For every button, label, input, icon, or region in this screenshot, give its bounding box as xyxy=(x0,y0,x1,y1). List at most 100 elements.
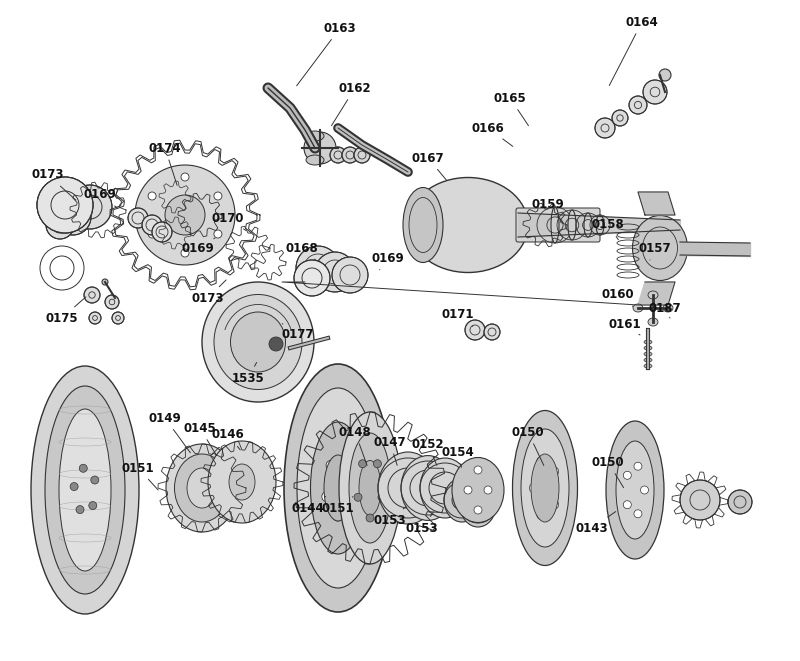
Ellipse shape xyxy=(322,500,329,511)
Ellipse shape xyxy=(324,455,352,521)
Ellipse shape xyxy=(629,96,647,114)
Ellipse shape xyxy=(145,175,225,255)
Ellipse shape xyxy=(230,312,286,372)
Text: 0150: 0150 xyxy=(592,455,624,488)
Ellipse shape xyxy=(306,131,324,141)
Ellipse shape xyxy=(644,364,652,368)
Text: 0167: 0167 xyxy=(412,151,446,180)
Ellipse shape xyxy=(408,178,528,272)
Ellipse shape xyxy=(584,213,592,237)
Ellipse shape xyxy=(659,69,671,81)
Ellipse shape xyxy=(643,80,667,104)
Ellipse shape xyxy=(68,185,112,229)
Circle shape xyxy=(333,511,343,521)
Circle shape xyxy=(181,249,189,257)
Ellipse shape xyxy=(326,515,336,522)
Circle shape xyxy=(641,486,649,494)
Text: 0153: 0153 xyxy=(374,507,406,527)
Circle shape xyxy=(214,192,222,200)
Text: 0160: 0160 xyxy=(602,288,634,306)
Ellipse shape xyxy=(102,279,108,285)
Ellipse shape xyxy=(330,147,346,163)
Ellipse shape xyxy=(322,465,329,476)
Ellipse shape xyxy=(297,388,379,588)
Ellipse shape xyxy=(340,454,350,461)
Ellipse shape xyxy=(229,464,255,500)
Text: 0146: 0146 xyxy=(212,428,244,450)
Text: 0169: 0169 xyxy=(84,188,118,208)
Ellipse shape xyxy=(596,215,604,235)
Ellipse shape xyxy=(45,386,125,594)
Ellipse shape xyxy=(644,340,652,344)
Text: 0170: 0170 xyxy=(212,212,246,231)
Ellipse shape xyxy=(166,444,238,532)
FancyBboxPatch shape xyxy=(516,208,600,242)
Text: 0163: 0163 xyxy=(297,22,356,86)
Text: 0174: 0174 xyxy=(149,141,182,185)
Text: 0159: 0159 xyxy=(532,198,564,223)
Ellipse shape xyxy=(354,147,370,163)
Ellipse shape xyxy=(612,110,628,126)
Ellipse shape xyxy=(342,147,358,163)
Text: 0171: 0171 xyxy=(442,309,474,327)
Ellipse shape xyxy=(531,454,559,522)
Ellipse shape xyxy=(401,455,455,520)
Ellipse shape xyxy=(174,454,230,522)
Ellipse shape xyxy=(359,461,381,516)
Ellipse shape xyxy=(349,433,391,543)
Text: 1535: 1535 xyxy=(232,362,264,385)
Circle shape xyxy=(474,506,482,514)
Ellipse shape xyxy=(420,458,470,518)
Text: 0151: 0151 xyxy=(122,461,158,490)
Ellipse shape xyxy=(202,282,314,402)
Ellipse shape xyxy=(59,409,111,571)
Ellipse shape xyxy=(728,490,752,514)
Ellipse shape xyxy=(444,478,480,522)
Ellipse shape xyxy=(112,312,124,324)
Polygon shape xyxy=(638,192,675,215)
Text: 0147: 0147 xyxy=(374,436,406,465)
Text: 0150: 0150 xyxy=(512,426,544,465)
Ellipse shape xyxy=(465,320,485,340)
Text: 0162: 0162 xyxy=(331,81,371,126)
Circle shape xyxy=(148,230,156,238)
Ellipse shape xyxy=(89,312,101,324)
Ellipse shape xyxy=(332,257,368,293)
Circle shape xyxy=(344,492,354,502)
Circle shape xyxy=(269,337,283,351)
Circle shape xyxy=(70,483,78,490)
Ellipse shape xyxy=(310,422,366,554)
Text: 0169: 0169 xyxy=(372,251,404,270)
Ellipse shape xyxy=(55,199,91,235)
Text: 0177: 0177 xyxy=(282,324,314,342)
Ellipse shape xyxy=(551,207,559,243)
Text: 0164: 0164 xyxy=(610,15,658,85)
Circle shape xyxy=(623,471,631,479)
Text: 0149: 0149 xyxy=(149,412,190,453)
Ellipse shape xyxy=(644,346,652,350)
Ellipse shape xyxy=(152,222,172,242)
Ellipse shape xyxy=(568,210,576,240)
Ellipse shape xyxy=(142,215,162,235)
Ellipse shape xyxy=(513,410,578,566)
Ellipse shape xyxy=(128,208,148,228)
Text: 0168: 0168 xyxy=(286,241,318,260)
Ellipse shape xyxy=(304,132,336,164)
Text: 0173: 0173 xyxy=(192,280,226,305)
Circle shape xyxy=(549,467,558,477)
Text: 0143: 0143 xyxy=(576,512,616,535)
Circle shape xyxy=(322,492,332,502)
Circle shape xyxy=(181,173,189,181)
Text: 0152: 0152 xyxy=(412,438,444,465)
Ellipse shape xyxy=(296,246,340,290)
Circle shape xyxy=(358,460,366,468)
Ellipse shape xyxy=(644,352,652,356)
Text: 0151: 0151 xyxy=(322,496,354,514)
Circle shape xyxy=(484,486,492,494)
Ellipse shape xyxy=(378,452,438,524)
Circle shape xyxy=(326,460,336,471)
Polygon shape xyxy=(638,282,675,305)
Ellipse shape xyxy=(214,295,302,389)
Text: 0154: 0154 xyxy=(442,446,474,467)
Circle shape xyxy=(378,493,386,501)
